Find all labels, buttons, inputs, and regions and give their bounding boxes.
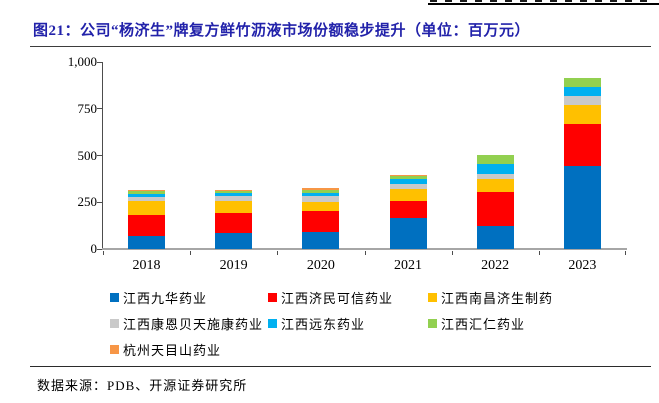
plot-area: 0 250 500 750 1,000 2018 2019 2020 2021 2022 2023: [68, 55, 627, 273]
x-axis-line: [102, 248, 627, 250]
y-axis-tick-label: 250: [77, 194, 98, 210]
legend-swatch: [268, 292, 277, 302]
bar-2022: [476, 155, 514, 249]
y-axis-tick: [97, 108, 102, 110]
title-divider-line: [30, 46, 651, 47]
figure-title: 图21：公司“杨济生”牌复方鲜竹沥液市场份额稳步提升（单位：百万元）: [33, 23, 531, 39]
x-axis-label: 2020: [306, 258, 335, 273]
cropped-page-header: [428, 0, 659, 6]
legend-label: 江西济民可信药业: [281, 290, 394, 306]
x-axis-tick: [190, 251, 192, 255]
x-axis-tick: [451, 251, 453, 255]
bar-segment: [563, 105, 601, 124]
bar-2020: [302, 188, 340, 249]
bar-segment: [302, 192, 340, 196]
bar-segment: [563, 166, 601, 249]
x-axis-label: 2022: [481, 258, 510, 273]
y-axis-tick-label: 1,000: [67, 54, 97, 69]
bar-segment: [476, 163, 514, 174]
legend-label: 江西南昌济生制药: [441, 290, 554, 306]
bar-segment: [476, 225, 514, 249]
bar-segment: [476, 178, 514, 193]
x-axis-tick: [538, 251, 540, 255]
bar-segment: [389, 178, 427, 184]
data-source: 数据来源：PDB、开源证券研究所: [37, 378, 248, 393]
bar-segment: [563, 78, 601, 87]
bar-segment: [302, 231, 340, 249]
bar-2023: [563, 78, 601, 249]
x-axis-label: 2021: [394, 258, 422, 273]
bar-segment: [302, 201, 340, 211]
bar-segment: [389, 188, 427, 201]
x-axis-tick: [103, 251, 104, 255]
legend-swatch: [110, 318, 119, 328]
bar-segment: [215, 200, 253, 213]
legend-item: 江西康恩贝天施康药业: [110, 314, 263, 332]
bar-segment: [389, 174, 427, 179]
legend-swatch: [110, 344, 119, 354]
legend-item: 江西南昌济生制药: [428, 288, 553, 306]
bar-segment: [563, 86, 601, 96]
bar-segment: [215, 193, 253, 197]
y-axis-tick: [97, 61, 102, 63]
bar-segment: [476, 173, 514, 179]
y-axis-tick: [97, 248, 102, 250]
legend-item: 杭州天目山药业: [110, 340, 221, 358]
legend-swatch: [268, 318, 277, 328]
y-axis-tick: [97, 201, 102, 203]
y-axis-tick-label: 0: [90, 241, 98, 256]
bar-segment: [389, 183, 427, 189]
bar-segment: [128, 190, 166, 195]
cropped-header-text-fragment: [430, 0, 650, 2]
legend-label: 江西康恩贝天施康药业: [123, 316, 264, 332]
bar-segment: [476, 155, 514, 164]
x-axis-tick: [364, 251, 366, 255]
bar-2019: [215, 189, 253, 249]
bar-segment: [128, 215, 166, 237]
bar-segment: [563, 123, 601, 167]
header-divider-line: [428, 3, 659, 5]
bar-segment: [128, 200, 166, 216]
x-axis-label: 2019: [219, 258, 248, 273]
bar-segment: [389, 200, 427, 218]
bar-segment: [128, 194, 166, 198]
legend-item: 江西汇仁药业: [428, 314, 525, 332]
bar-segment: [302, 189, 340, 193]
legend-label: 杭州天目山药业: [123, 342, 222, 358]
legend-swatch: [110, 292, 119, 302]
y-axis-tick-label: 750: [77, 100, 98, 116]
bar-2021: [389, 174, 427, 249]
x-axis-label: 2018: [132, 258, 161, 273]
legend-swatch: [428, 292, 437, 302]
x-axis-label: 2023: [568, 258, 597, 273]
legend-item: 江西济民可信药业: [268, 288, 393, 306]
x-axis-tick: [277, 251, 279, 255]
bar-segment: [389, 217, 427, 249]
bar-segment: [302, 195, 340, 202]
bar-segment: [215, 196, 253, 201]
footer-divider-line: [30, 366, 651, 367]
legend-label: 江西远东药业: [281, 316, 366, 332]
legend-label: 江西九华药业: [123, 290, 208, 306]
legend-swatch: [428, 318, 437, 328]
bar-segment: [215, 232, 253, 249]
bar-segment: [128, 197, 166, 201]
legend-item: 江西远东药业: [268, 314, 365, 332]
legend-item: 江西九华药业: [110, 288, 207, 306]
bar-segment: [215, 190, 253, 194]
y-axis-tick: [97, 155, 102, 156]
bar-segment: [302, 210, 340, 232]
bar-2018: [128, 190, 166, 249]
bar-segment: [563, 95, 601, 106]
bar-segment: [215, 212, 253, 233]
y-axis-tick-label: 500: [77, 147, 98, 163]
x-axis-tick: [625, 251, 626, 255]
chart-legend: 江西九华药业 江西济民可信药业 江西南昌济生制药江西康恩贝天施康药业 江西远东药业 江西…: [110, 288, 650, 366]
bar-segment: [476, 192, 514, 226]
bar-segment: [302, 188, 340, 190]
bar-segment: [128, 236, 166, 249]
legend-label: 江西汇仁药业: [441, 316, 526, 332]
